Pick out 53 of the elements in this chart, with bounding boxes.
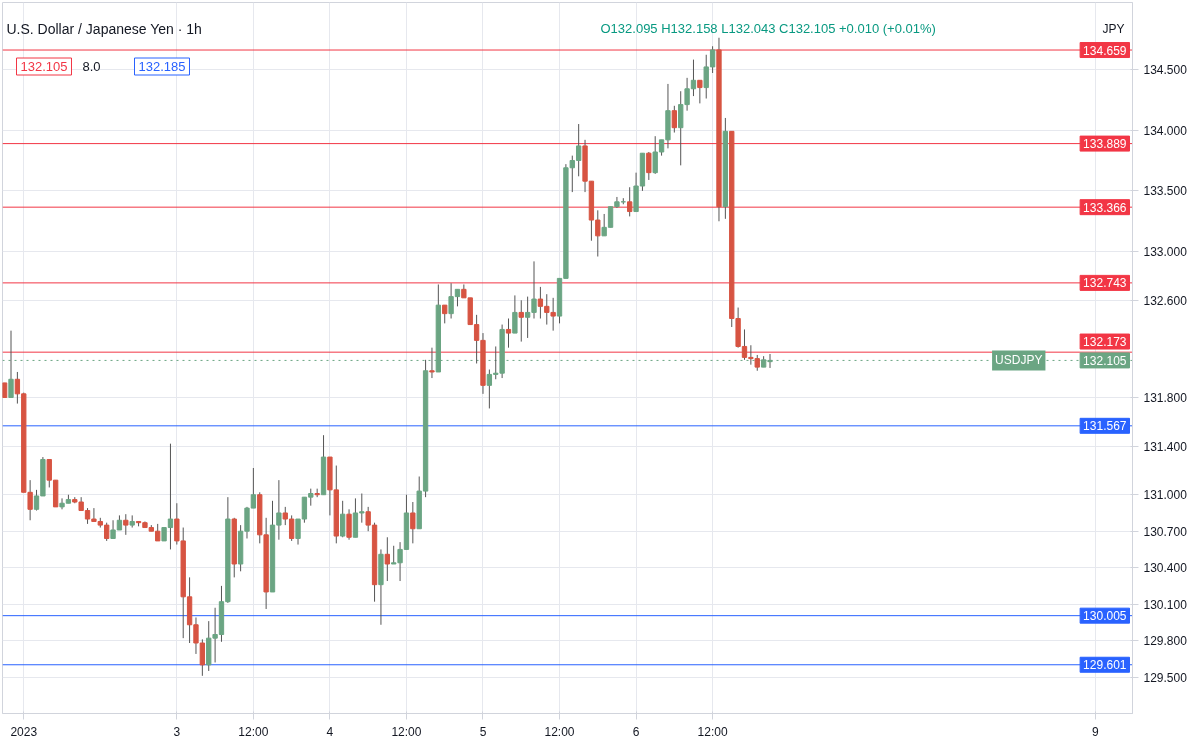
x-tick-label: 12:00	[391, 724, 422, 739]
annotation: USDJPY	[995, 353, 1043, 368]
ref-line-label: 132.743	[1083, 276, 1127, 291]
y-tick-label: 132.600	[1143, 293, 1188, 308]
candlestick	[384, 536, 390, 582]
y-tick-label: 131.000	[1143, 488, 1188, 503]
x-tick-label: 6	[632, 724, 640, 739]
candlestick	[646, 151, 652, 181]
candlestick	[627, 186, 633, 217]
y-tick-label: 129.800	[1143, 634, 1188, 649]
candlestick	[346, 508, 352, 541]
candlestick	[512, 294, 518, 334]
ref-line-label: 133.889	[1083, 137, 1127, 152]
y-tick-label: 134.000	[1143, 123, 1188, 138]
annotation: O132.095 H132.158 L132.043 C132.105 +0.010 (+0.01%)	[600, 21, 936, 36]
candlestick	[429, 347, 435, 379]
x-tick-label: 12:00	[544, 724, 575, 739]
candlestick	[410, 501, 416, 544]
candlestick	[671, 105, 677, 134]
y-tick-label: 133.500	[1143, 184, 1188, 199]
y-axis-title: JPY	[1102, 21, 1125, 36]
x-tick-label: 9	[1091, 724, 1099, 739]
ref-line-label: 132.173	[1083, 335, 1127, 350]
annotation: 132.185	[138, 59, 186, 74]
ref-line-label: 132.105	[1083, 353, 1127, 368]
candlestick	[505, 318, 512, 349]
candlestick	[340, 500, 346, 538]
ref-line-label: 130.005	[1083, 609, 1127, 624]
candlestick	[123, 513, 129, 536]
x-tick-label: 3	[173, 724, 181, 739]
ref-line-label: 134.659	[1083, 43, 1127, 58]
x-tick-label: 12:00	[697, 724, 728, 739]
x-tick-label: 4	[326, 724, 334, 739]
ref-line-label: 133.366	[1083, 200, 1127, 215]
y-tick-label: 129.500	[1143, 670, 1188, 685]
x-tick-label: 12:00	[238, 724, 269, 739]
y-tick-label: 130.400	[1143, 561, 1188, 576]
y-tick-label: 133.000	[1143, 245, 1188, 260]
text: U.S. Dollar / Japanese Yen · 1h	[6, 20, 202, 37]
y-tick-label: 131.400	[1143, 439, 1188, 454]
y-tick-label: 130.100	[1143, 597, 1188, 612]
y-tick-label: 134.500	[1143, 62, 1188, 77]
y-tick-label: 131.800	[1143, 391, 1188, 405]
y-tick-label: 130.700	[1143, 524, 1188, 539]
ref-line-label: 131.567	[1083, 419, 1127, 434]
candlestick	[442, 304, 448, 324]
candlestick	[518, 299, 524, 343]
x-tick-label: 5	[479, 724, 487, 739]
annotation: 132.105	[20, 59, 68, 74]
ref-line-label: 129.601	[1083, 658, 1127, 673]
x-tick-label: 2023	[10, 724, 38, 739]
candlestick	[697, 79, 703, 104]
annotation: 8.0	[82, 59, 101, 74]
